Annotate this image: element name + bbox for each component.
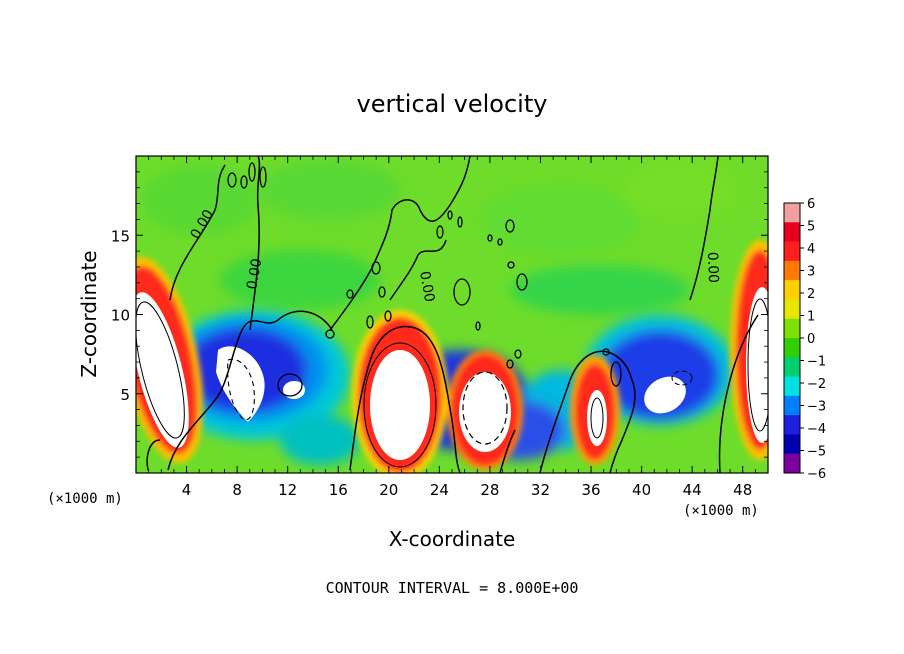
contour-interval-note: CONTOUR INTERVAL = 8.000E+00 bbox=[326, 579, 579, 597]
contour-label: 0.00 bbox=[244, 257, 265, 290]
colorbar: 6 5 4 3 2 1 0 −1 −2 −3 −4 −5 −6 bbox=[783, 197, 826, 482]
colorbar-swatch bbox=[784, 376, 800, 397]
colorbar-label: −3 bbox=[807, 400, 826, 415]
colorbar-label: −5 bbox=[807, 445, 826, 460]
x-tick-label: 44 bbox=[683, 481, 702, 499]
x-tick-label: 28 bbox=[480, 481, 499, 499]
colorbar-swatch bbox=[784, 395, 800, 416]
colorbar-swatch bbox=[784, 203, 800, 223]
x-tick-label: 4 bbox=[182, 481, 192, 499]
small-contour-cells bbox=[227, 162, 622, 397]
colorbar-swatch bbox=[784, 415, 800, 435]
colorbar-swatch bbox=[784, 241, 800, 262]
colorbar-label: 0 bbox=[807, 332, 815, 347]
x-tick-label: 36 bbox=[581, 481, 600, 499]
x-tick-label: 12 bbox=[278, 481, 297, 499]
colorbar-swatch bbox=[784, 299, 800, 320]
y-tick-label: 15 bbox=[111, 227, 130, 245]
upper-field bbox=[140, 160, 740, 315]
colorbar-swatch bbox=[784, 338, 800, 358]
x-axis-label: X-coordinate bbox=[389, 527, 516, 551]
contour-lines bbox=[136, 156, 768, 473]
colorbar-swatch bbox=[784, 434, 800, 455]
x-axis: 4 8 12 16 20 24 28 32 36 40 44 48 bbox=[148, 156, 756, 499]
colorbar-swatch bbox=[784, 260, 800, 281]
y-axis-label: Z-coordinate bbox=[77, 250, 101, 377]
y-tick-label: 10 bbox=[111, 307, 130, 325]
y-axis: 5 10 15 bbox=[111, 171, 768, 458]
saturated-cores bbox=[136, 287, 768, 460]
x-tick-label: 32 bbox=[531, 481, 550, 499]
colorbar-label: 2 bbox=[807, 287, 815, 302]
velocity-field: 0.00 0.00 0.00 0.00 bbox=[136, 156, 768, 473]
colorbar-label: −6 bbox=[807, 467, 826, 482]
x-tick-label: 24 bbox=[430, 481, 449, 499]
colorbar-swatch bbox=[784, 222, 800, 243]
colorbar-swatch bbox=[784, 280, 800, 300]
colorbar-label: 6 bbox=[807, 197, 815, 212]
colorbar-swatch bbox=[784, 318, 800, 339]
colorbar-label: −4 bbox=[807, 422, 826, 437]
colorbar-label: 4 bbox=[807, 242, 815, 257]
colorbar-label: −1 bbox=[807, 355, 826, 370]
colorbar-label: 3 bbox=[807, 265, 815, 280]
y-tick-label: 5 bbox=[120, 386, 130, 404]
chart-title: vertical velocity bbox=[357, 90, 548, 118]
x-unit-right: (×1000 m) bbox=[683, 503, 759, 519]
x-unit-left: (×1000 m) bbox=[47, 491, 123, 507]
colorbar-label: 5 bbox=[807, 220, 815, 235]
contour-label: 0.00 bbox=[704, 252, 721, 284]
x-tick-label: 8 bbox=[232, 481, 242, 499]
colorbar-label: 1 bbox=[807, 310, 815, 325]
colorbar-swatch bbox=[784, 453, 800, 474]
x-tick-label: 16 bbox=[329, 481, 348, 499]
colorbar-swatch bbox=[784, 357, 800, 378]
colorbar-label: −2 bbox=[807, 377, 826, 392]
contour-label: 0.00 bbox=[416, 270, 437, 303]
x-tick-label: 40 bbox=[632, 481, 651, 499]
x-tick-label: 48 bbox=[733, 481, 752, 499]
x-tick-label: 20 bbox=[379, 481, 398, 499]
